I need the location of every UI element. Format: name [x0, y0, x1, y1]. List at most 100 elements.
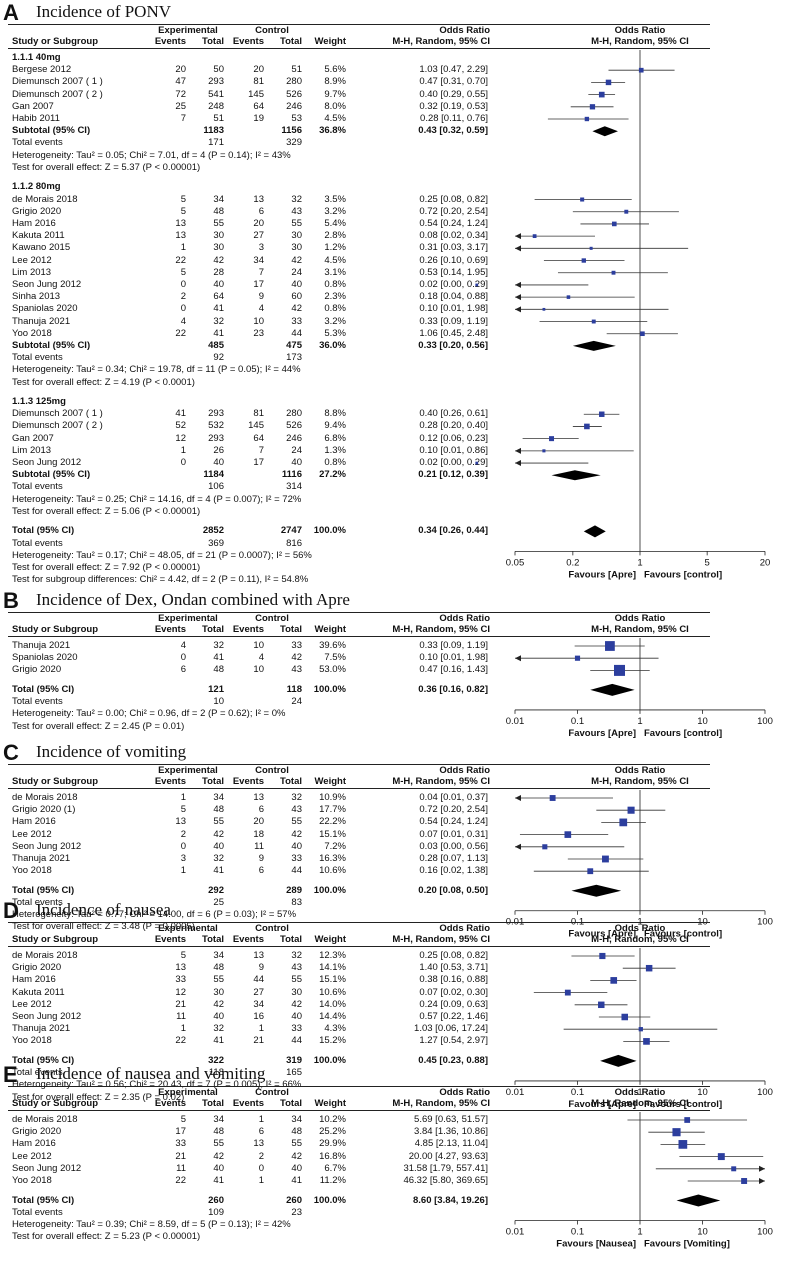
ctl-events: 10 [253, 315, 264, 327]
header-odds-ratio: Odds Ratio [439, 1087, 490, 1098]
study-name: Thanuja 2021 [12, 1023, 71, 1035]
ctl-events: 0 [258, 1162, 264, 1174]
favours-right-label: Favours [control] [644, 728, 722, 739]
study-name: Seon Jung 2012 [12, 1011, 82, 1022]
exp-events: 0 [180, 840, 186, 852]
weight: 8.0% [324, 100, 346, 112]
ctl-total: 55 [291, 217, 302, 229]
row-study: Seon Jung 2012 0 40 17 40 0.8% 0.02 [0.00, 0.2… [0, 279, 800, 291]
point-estimate-square [598, 1001, 605, 1009]
header-weight: Weight [314, 624, 347, 635]
row-study: Diemunsch 2007 ( 2 ) 52 532 145 526 9.4% 0.28 … [0, 420, 800, 432]
study-name: Spaniolas 2020 [12, 652, 78, 664]
exp-total: 64 [213, 291, 224, 303]
exp-total: 32 [213, 1023, 224, 1035]
weight: 4.5% [324, 254, 346, 266]
study-name: Ham 2016 [12, 217, 56, 229]
weight: 11.2% [319, 1175, 346, 1186]
row-study: Lee 2012 21 42 34 42 14.0% 0.24 [0.09, 0.63] [0, 999, 800, 1011]
point-estimate-square [549, 795, 556, 801]
header-control: Control [255, 765, 289, 776]
odds-ratio-ci: 1.40 [0.53, 3.71] [419, 962, 488, 974]
header-study: Study or Subgroup [12, 36, 99, 47]
ctl-total: 33 [291, 1023, 302, 1035]
point-estimate-square [643, 1038, 650, 1045]
study-name: Diemunsch 2007 ( 2 ) [12, 88, 103, 100]
study-name: Gan 2007 [12, 100, 54, 112]
ctl-events: 11 [254, 840, 264, 852]
exp-total: 541 [208, 88, 224, 100]
ctl-total: 260 [286, 1194, 302, 1206]
point-estimate-square [584, 423, 590, 430]
ctl-events: 81 [253, 76, 264, 88]
point-estimate-square [542, 307, 546, 311]
odds-ratio-ci: 0.72 [0.20, 2.54] [419, 804, 488, 816]
weight: 0.8% [324, 457, 346, 469]
study-name: Thanuja 2021 [12, 315, 71, 327]
favours-right-label: Favours [control] [644, 929, 722, 940]
ctl-total: 24 [291, 266, 302, 278]
ctl-total: 319 [286, 1054, 302, 1066]
ctl-events: 19 [253, 113, 264, 124]
point-estimate-square [564, 831, 572, 838]
x-tick-label: 100 [757, 917, 773, 928]
exp-total: 292 [208, 884, 224, 896]
ctl-total: 42 [291, 1150, 302, 1162]
exp-total: 32 [213, 853, 224, 864]
row-study: Ham 2016 33 55 13 55 29.9% 4.85 [2.13, 11.04] [0, 1138, 800, 1150]
odds-ratio-ci: 0.26 [0.10, 0.69] [419, 254, 488, 266]
ctl-total: 42 [291, 998, 302, 1010]
ctl-events: 4 [258, 652, 264, 664]
exp-events: 5 [180, 1114, 186, 1125]
exp-total: 48 [213, 962, 224, 974]
ctl-total: 32 [291, 193, 302, 205]
odds-ratio-ci: 0.03 [0.00, 0.56] [419, 840, 488, 852]
exp-total: 293 [208, 408, 224, 420]
header-bottom-rule [8, 1110, 710, 1111]
exp-events: 7 [180, 113, 186, 124]
ctl-total: 51 [291, 64, 302, 76]
weight: 6.8% [324, 432, 346, 444]
row-study: Lim 2013 5 28 7 24 3.1% 0.53 [0.14, 1.95] [0, 267, 800, 279]
header-method: M-H, Random, 95% CI [392, 1098, 490, 1109]
weight: 29.9% [319, 1138, 346, 1150]
exp-events: 25 [175, 100, 186, 112]
ctl-total: 24 [291, 444, 302, 456]
x-tick-label: 10 [697, 1227, 708, 1238]
exp-total: 42 [213, 998, 224, 1010]
weight: 7.5% [324, 652, 346, 664]
exp-events: 1 [180, 792, 186, 803]
header-experimental: Experimental [158, 1087, 218, 1098]
header-method-plot: M-H, Random, 95% CI [591, 624, 689, 635]
ctl-events: 27 [253, 230, 264, 242]
x-tick-label: 1 [637, 1227, 642, 1238]
exp-total: 34 [213, 950, 224, 961]
weight: 16.3% [319, 853, 346, 864]
exp-total: 55 [213, 217, 224, 229]
odds-ratio-ci: 0.31 [0.03, 3.17] [419, 242, 488, 254]
exp-total: 34 [213, 1114, 224, 1125]
ctl-total: 42 [291, 652, 302, 664]
row-study: Lee 2012 21 42 2 42 16.8% 20.00 [4.27, 93.63] [0, 1151, 800, 1163]
point-estimate-square [717, 1153, 725, 1161]
header-ctl-total: Total [280, 934, 302, 945]
point-estimate-square [542, 844, 548, 850]
exp-events: 4 [180, 315, 186, 327]
weight: 16.8% [319, 1150, 346, 1162]
ctl-events: 3 [258, 242, 264, 254]
header-ctl-total: Total [280, 624, 302, 635]
odds-ratio-ci: 0.10 [0.01, 0.86] [419, 444, 488, 456]
exp-total: 322 [208, 1054, 224, 1066]
ctl-total: 289 [286, 884, 302, 896]
exp-events: 72 [175, 88, 186, 100]
exp-events-total: 118 [208, 1067, 224, 1079]
forest-plot-area: 0.05 0.2 1 5 20 Favours [Apre] Favours [contro… [475, 50, 770, 580]
exp-events: 33 [175, 1138, 186, 1150]
row-study: Thanuja 2021 4 32 10 33 39.6% 0.33 [0.09, 1.19… [0, 640, 800, 652]
exp-events: 21 [175, 1150, 186, 1162]
header-weight: Weight [314, 1098, 347, 1109]
exp-events: 22 [175, 1175, 186, 1186]
x-tick-label: 10 [697, 716, 708, 727]
subgroup-label: 1.1.3 125mg [12, 396, 66, 408]
ctl-events: 13 [253, 792, 264, 803]
